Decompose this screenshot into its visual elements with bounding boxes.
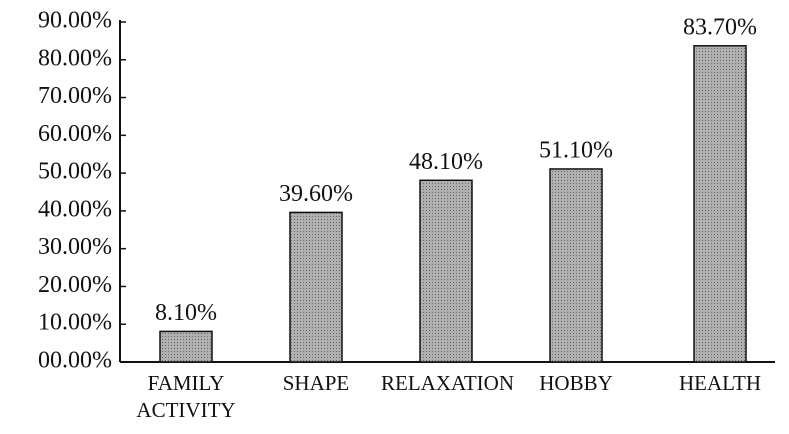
y-tick-label: 50.00% <box>38 159 112 185</box>
y-tick-label: 80.00% <box>38 45 112 71</box>
bar <box>549 168 603 363</box>
x-tick-label: HEALTH <box>678 371 762 395</box>
x-tick-label: FAMILY ACTIVITY <box>136 371 236 422</box>
x-tick-label: HOBBY <box>539 371 613 395</box>
value-label: 83.70% <box>683 14 757 40</box>
y-tick-label: 60.00% <box>38 121 112 147</box>
y-tick-label: 00.00% <box>38 348 112 374</box>
value-label: 48.10% <box>409 149 483 175</box>
bar <box>693 45 747 363</box>
value-label: 51.10% <box>539 137 613 163</box>
bar <box>289 211 343 363</box>
x-tick-label: SHAPE <box>282 371 350 395</box>
y-tick-label: 70.00% <box>38 83 112 109</box>
y-tick-label: 30.00% <box>38 234 112 260</box>
bar <box>159 330 213 363</box>
value-label: 39.60% <box>279 181 353 207</box>
bar <box>419 179 473 363</box>
value-label: 8.10% <box>155 300 217 326</box>
y-tick-label: 10.00% <box>38 310 112 336</box>
x-tick-label: RELAXATION <box>381 371 514 395</box>
y-tick-label: 90.00% <box>38 8 112 34</box>
y-tick-label: 20.00% <box>38 272 112 298</box>
y-tick-label: 40.00% <box>38 196 112 222</box>
